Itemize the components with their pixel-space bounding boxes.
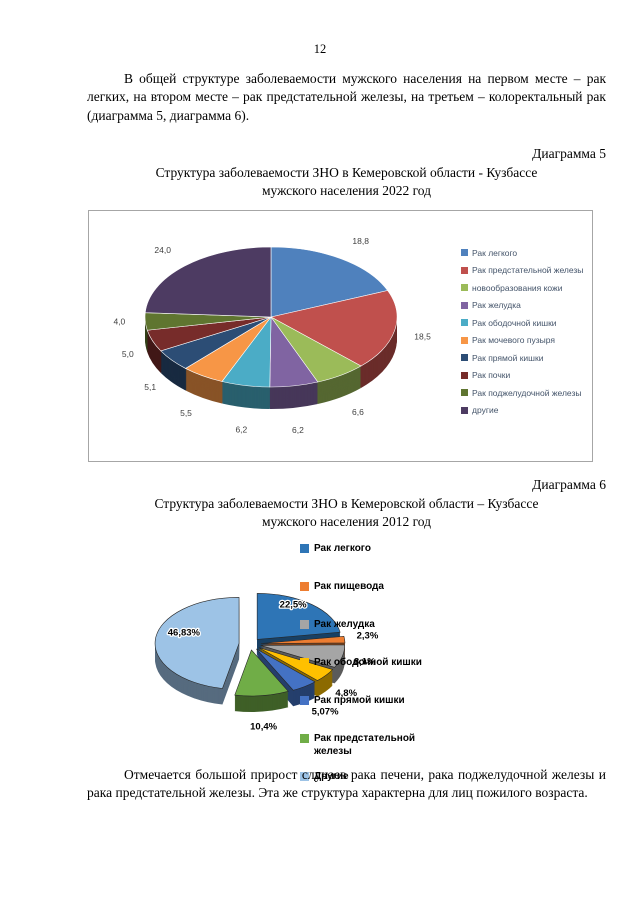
legend-label: Рак легкого bbox=[472, 247, 518, 258]
pie-value-label: 18,5 bbox=[414, 332, 431, 342]
pie-value-label: 4,0 bbox=[113, 317, 125, 327]
diagram5-legend: Рак легкого Рак предстательной железы ново… bbox=[461, 244, 583, 419]
legend-item: Рак поджелудочной железы bbox=[461, 384, 583, 402]
legend-item: Рак пищевода bbox=[300, 580, 449, 618]
legend-label: Рак прямой кишки bbox=[472, 352, 544, 363]
pie-value-label: 6,2 bbox=[292, 425, 304, 435]
pie-value-label: 2,3% bbox=[357, 631, 379, 642]
legend-label: Рак желудка bbox=[314, 619, 375, 630]
legend-swatch bbox=[300, 544, 309, 553]
legend-item: Рак мочевого пузыря bbox=[461, 332, 583, 350]
pie-value-label: 6,6 bbox=[352, 407, 364, 417]
pie-value-label: 5,0 bbox=[122, 349, 134, 359]
legend-item: Рак предстательной железы bbox=[461, 262, 583, 280]
legend-swatch bbox=[461, 301, 468, 309]
pie-chart-2022: 18,8 18,5 6,6 6,2 6,2 5,5 5,1 5,0 4,0 24,0 bbox=[113, 236, 431, 435]
pie-slice bbox=[256, 593, 341, 640]
pie-value-label: 18,8 bbox=[352, 236, 369, 246]
pie-value-label: 22,5% bbox=[280, 599, 307, 610]
pie-slice bbox=[260, 635, 346, 644]
legend-item: Рак прямой кишки bbox=[461, 349, 583, 367]
pie-slice bbox=[234, 649, 289, 697]
pie-slice bbox=[270, 290, 398, 367]
pie-slice bbox=[270, 246, 389, 318]
legend-label: Рак предстательной железы bbox=[472, 265, 584, 276]
pie-value-label: 5,1 bbox=[144, 382, 156, 392]
legend-item: новообразования кожи bbox=[461, 279, 583, 297]
legend-label: Рак поджелудочной железы bbox=[472, 387, 582, 398]
legend-label: Рак легкого bbox=[314, 543, 371, 554]
pie-value-label: 8,1% bbox=[354, 657, 376, 668]
legend-swatch bbox=[461, 336, 468, 344]
legend-item: Рак ободочной кишки bbox=[300, 656, 449, 694]
legend-label: Другие bbox=[314, 771, 349, 782]
pie-value-label: 5,07% bbox=[312, 706, 339, 717]
legend-label: Рак мочевого пузыря bbox=[472, 335, 555, 346]
pie-value-label: 10,4% bbox=[250, 721, 277, 732]
legend-item: Рак легкого bbox=[461, 244, 583, 262]
intro-paragraph: В общей структуре заболеваемости мужског… bbox=[87, 71, 606, 123]
legend-item: Рак предстательной железы bbox=[300, 732, 449, 770]
diagram6-title: Структура заболеваемости ЗНО в Кемеровск… bbox=[154, 496, 539, 529]
legend-item: Рак легкого bbox=[300, 542, 449, 580]
page-number: 12 bbox=[313, 42, 327, 56]
diagram5-chart-frame: 18,8 18,5 6,6 6,2 6,2 5,5 5,1 5,0 4,0 24,0 Рак ле… bbox=[88, 210, 593, 462]
legend-swatch bbox=[300, 658, 309, 667]
diagram5-caption: Диаграмма 5 bbox=[532, 146, 606, 161]
legend-item: Рак почки bbox=[461, 367, 583, 385]
legend-swatch bbox=[300, 582, 309, 591]
pie-slice bbox=[258, 647, 334, 681]
legend-item: Рак желудка bbox=[461, 297, 583, 315]
legend-label: Рак прямой кишки bbox=[314, 695, 405, 706]
legend-item: Рак прямой кишки bbox=[300, 694, 449, 732]
closing-paragraph: Отмечается большой прирост случаев рака … bbox=[87, 767, 606, 801]
legend-swatch bbox=[300, 734, 309, 743]
diagram5-title: Структура заболеваемости ЗНО в Кемеровск… bbox=[155, 165, 538, 198]
legend-label: другие bbox=[472, 405, 499, 416]
pie-value-label: 6,2 bbox=[235, 425, 247, 435]
pie-slice bbox=[260, 644, 345, 668]
legend-label: Рак предстательной железы bbox=[314, 733, 416, 757]
pie-value-label: 4,8% bbox=[335, 688, 357, 699]
legend-swatch bbox=[461, 249, 468, 257]
pie-slice bbox=[154, 597, 240, 689]
legend-label: Рак ободочной кишки bbox=[472, 317, 557, 328]
diagram6-legend: Рак легкого Рак пищевода Рак желудка Рак об… bbox=[300, 542, 449, 808]
legend-label: Рак желудка bbox=[472, 300, 521, 311]
pie-value-label: 5,5 bbox=[180, 408, 192, 418]
pie-value-label: 46,83% bbox=[168, 628, 201, 639]
legend-item: Рак желудка bbox=[300, 618, 449, 656]
legend-swatch bbox=[461, 266, 468, 274]
legend-swatch bbox=[300, 772, 309, 781]
legend-swatch bbox=[461, 406, 468, 414]
legend-swatch bbox=[461, 371, 468, 379]
legend-swatch bbox=[461, 319, 468, 327]
diagram6-caption: Диаграмма 6 bbox=[532, 477, 606, 492]
legend-label: Рак ободочной кишки bbox=[314, 657, 422, 668]
legend-swatch bbox=[300, 696, 309, 705]
legend-swatch bbox=[300, 620, 309, 629]
legend-item: Рак ободочной кишки bbox=[461, 314, 583, 332]
diagram6-chart-area: 22,5% 2,3% 8,1% 4,8% 5,07% 10,4% 46,83% Рак ле… bbox=[100, 540, 560, 790]
legend-swatch bbox=[461, 354, 468, 362]
legend-swatch bbox=[461, 284, 468, 292]
legend-label: новообразования кожи bbox=[472, 282, 563, 293]
legend-swatch bbox=[461, 389, 468, 397]
legend-label: Рак почки bbox=[472, 370, 511, 381]
legend-label: Рак пищевода bbox=[314, 581, 384, 592]
legend-item: другие bbox=[461, 402, 583, 420]
legend-item: Другие bbox=[300, 770, 449, 808]
pie-value-label: 24,0 bbox=[154, 245, 171, 255]
pie-slice bbox=[144, 246, 272, 318]
pie-slice bbox=[256, 648, 316, 691]
pie-chart-2012: 22,5% 2,3% 8,1% 4,8% 5,07% 10,4% 46,83% bbox=[154, 593, 380, 734]
